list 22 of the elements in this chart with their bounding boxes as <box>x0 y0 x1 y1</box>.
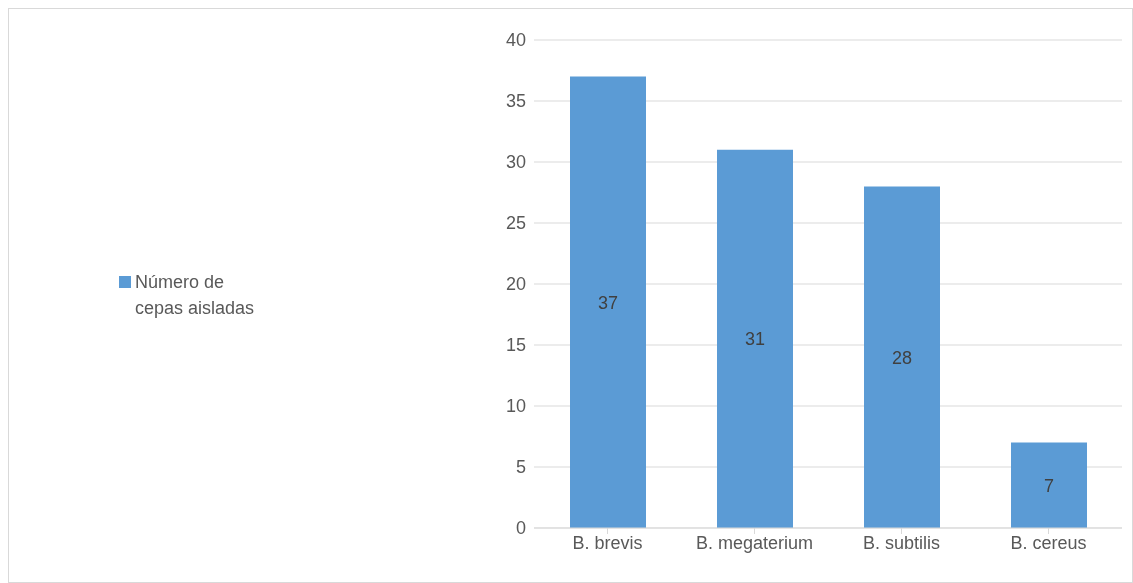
y-tick-label: 40 <box>505 30 526 51</box>
y-tick-label: 15 <box>505 335 526 356</box>
y-tick-label: 25 <box>505 213 526 234</box>
bar <box>570 76 646 528</box>
y-tick-label: 30 <box>505 152 526 173</box>
data-label: 37 <box>597 292 619 313</box>
data-label: 31 <box>744 329 766 350</box>
data-label: 7 <box>1043 475 1055 496</box>
y-tick-label: 5 <box>515 457 526 478</box>
bar <box>864 186 940 528</box>
y-tick-label: 35 <box>505 91 526 112</box>
y-tick-label: 0 <box>515 518 526 539</box>
y-tick-label: 20 <box>505 274 526 295</box>
y-tick-label: 10 <box>505 396 526 417</box>
data-label: 28 <box>891 347 913 368</box>
x-tick-label: B. cereus <box>1010 532 1087 553</box>
x-tick-label: B. brevis <box>572 532 643 553</box>
legend-label: Número de cepas aisladas <box>135 270 256 320</box>
bar <box>717 149 793 528</box>
bar <box>1011 442 1087 528</box>
x-tick-label: B. megaterium <box>695 532 814 553</box>
x-tick-label: B. subtilis <box>862 532 941 553</box>
